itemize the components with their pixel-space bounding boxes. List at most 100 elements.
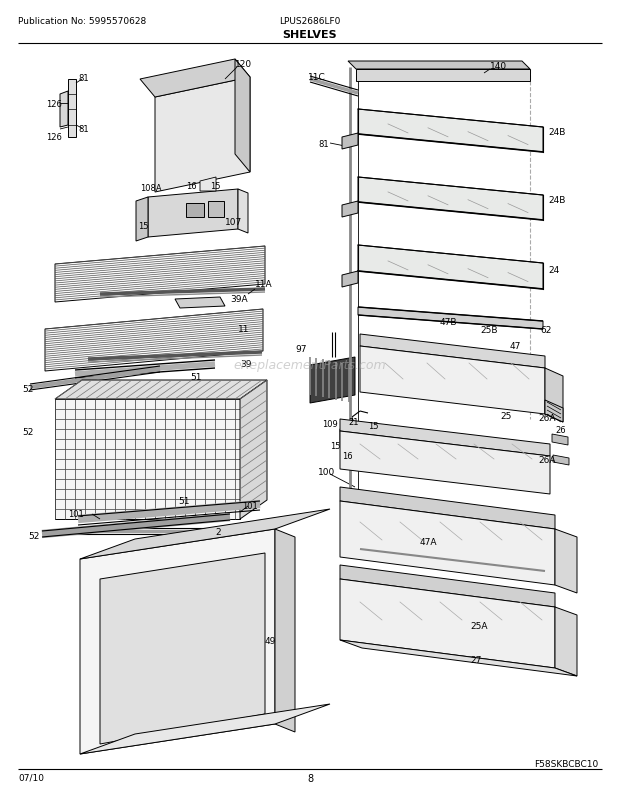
Text: 25B: 25B xyxy=(480,326,497,334)
Polygon shape xyxy=(148,190,238,237)
Polygon shape xyxy=(55,399,240,520)
Text: 39A: 39A xyxy=(230,294,247,304)
Text: 109: 109 xyxy=(322,419,338,428)
Text: 51: 51 xyxy=(190,373,202,382)
Text: eReplacementParts.com: eReplacementParts.com xyxy=(234,358,386,371)
Text: 52: 52 xyxy=(28,532,40,541)
Text: 11C: 11C xyxy=(308,73,326,82)
Text: 27: 27 xyxy=(470,655,481,664)
Polygon shape xyxy=(238,190,248,233)
Polygon shape xyxy=(340,565,555,607)
Text: 11: 11 xyxy=(238,325,249,334)
Polygon shape xyxy=(545,400,563,423)
Polygon shape xyxy=(545,369,563,423)
Polygon shape xyxy=(100,553,265,744)
Polygon shape xyxy=(80,529,275,754)
Polygon shape xyxy=(140,60,250,98)
Polygon shape xyxy=(175,298,225,309)
Text: 25: 25 xyxy=(500,411,511,420)
Text: 108A: 108A xyxy=(140,184,162,192)
Polygon shape xyxy=(358,308,543,330)
Polygon shape xyxy=(275,529,295,732)
Text: 47: 47 xyxy=(510,342,521,350)
Polygon shape xyxy=(155,78,250,192)
Text: 62: 62 xyxy=(540,326,551,334)
Text: 2: 2 xyxy=(215,528,221,537)
Bar xyxy=(208,202,224,217)
Polygon shape xyxy=(342,202,358,217)
Text: 15: 15 xyxy=(138,221,149,231)
Text: 81: 81 xyxy=(78,74,89,83)
Polygon shape xyxy=(358,110,543,153)
Polygon shape xyxy=(60,92,68,128)
Text: LPUS2686LF0: LPUS2686LF0 xyxy=(280,17,340,26)
Text: 81: 81 xyxy=(318,140,329,149)
Text: 24B: 24B xyxy=(548,128,565,137)
Text: 16: 16 xyxy=(186,182,197,191)
Text: 100: 100 xyxy=(318,468,335,476)
Polygon shape xyxy=(342,272,358,288)
Text: 49: 49 xyxy=(265,636,277,645)
Text: 126: 126 xyxy=(46,133,62,142)
Polygon shape xyxy=(552,435,568,445)
Polygon shape xyxy=(360,346,545,415)
Text: 107: 107 xyxy=(225,217,242,227)
Text: 47B: 47B xyxy=(440,318,458,326)
Text: 16: 16 xyxy=(342,452,353,460)
Polygon shape xyxy=(358,245,543,290)
Polygon shape xyxy=(240,380,267,520)
Text: 11A: 11A xyxy=(255,280,273,289)
Text: 25A: 25A xyxy=(470,622,487,630)
Polygon shape xyxy=(340,640,577,676)
Polygon shape xyxy=(340,419,550,456)
Text: 52: 52 xyxy=(22,384,33,394)
Text: 24B: 24B xyxy=(548,196,565,205)
Text: 51: 51 xyxy=(178,496,190,505)
Text: 52: 52 xyxy=(22,427,33,436)
Polygon shape xyxy=(68,80,76,138)
Polygon shape xyxy=(340,431,550,494)
Polygon shape xyxy=(340,501,555,585)
Text: 26A: 26A xyxy=(538,414,556,423)
Text: 21: 21 xyxy=(348,418,358,427)
Text: 120: 120 xyxy=(235,60,252,69)
Polygon shape xyxy=(80,509,330,559)
Polygon shape xyxy=(358,178,543,221)
Text: SHELVES: SHELVES xyxy=(283,30,337,40)
Text: 24: 24 xyxy=(548,265,559,274)
Text: 101: 101 xyxy=(68,509,84,518)
Polygon shape xyxy=(340,427,375,445)
Polygon shape xyxy=(555,607,577,676)
Polygon shape xyxy=(555,529,577,593)
Text: 26: 26 xyxy=(555,426,565,435)
Text: 15: 15 xyxy=(210,182,221,191)
Polygon shape xyxy=(348,62,530,70)
Text: 81: 81 xyxy=(78,125,89,134)
Text: 15: 15 xyxy=(368,422,378,431)
Text: 15: 15 xyxy=(330,441,340,451)
Text: 101: 101 xyxy=(242,501,258,510)
Text: 47A: 47A xyxy=(420,537,438,546)
Text: 140: 140 xyxy=(490,62,507,71)
Bar xyxy=(186,204,204,217)
Polygon shape xyxy=(340,579,555,668)
Polygon shape xyxy=(340,488,555,529)
Text: 97: 97 xyxy=(295,345,306,354)
Polygon shape xyxy=(342,134,358,150)
Polygon shape xyxy=(553,456,569,465)
Polygon shape xyxy=(356,70,530,82)
Polygon shape xyxy=(45,310,263,371)
Polygon shape xyxy=(360,334,545,369)
Polygon shape xyxy=(235,60,250,172)
Polygon shape xyxy=(310,358,355,403)
Text: 39: 39 xyxy=(240,359,252,369)
Text: Publication No: 5995570628: Publication No: 5995570628 xyxy=(18,17,146,26)
Polygon shape xyxy=(55,380,267,399)
Text: 8: 8 xyxy=(307,773,313,783)
Polygon shape xyxy=(80,704,330,754)
Text: 26A: 26A xyxy=(538,456,556,464)
Polygon shape xyxy=(200,178,216,192)
Text: F58SKBCBC10: F58SKBCBC10 xyxy=(534,759,598,768)
Text: 07/10: 07/10 xyxy=(18,773,44,782)
Polygon shape xyxy=(136,198,148,241)
